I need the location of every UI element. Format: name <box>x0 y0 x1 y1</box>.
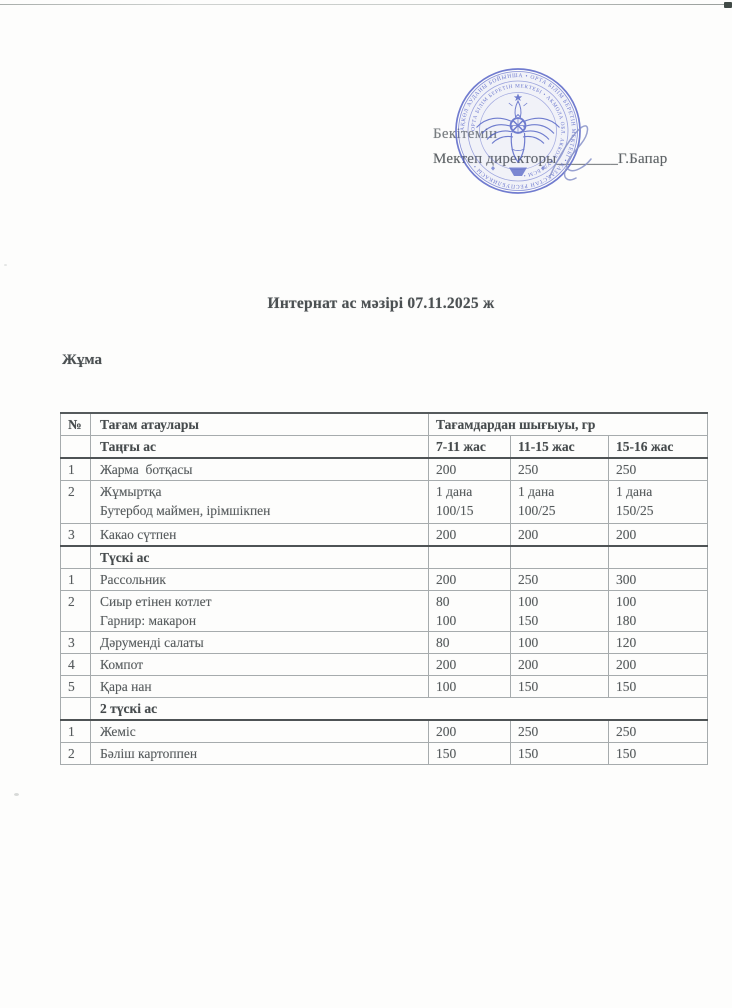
director-name: Г.Бапар <box>618 151 668 167</box>
scan-artifact-top-line <box>0 4 732 5</box>
row-number-cell: 1 <box>60 457 91 481</box>
table-row: 4 Компот 200 200 200 <box>60 653 709 676</box>
director-title: Мектеп директоры <box>433 151 557 167</box>
table-row: 1 Жеміс 200 250 250 <box>60 719 709 743</box>
scan-speck <box>4 264 7 266</box>
portion-cell-7-11: 200 <box>428 523 511 547</box>
empty-cell <box>428 545 511 569</box>
portion-cell-11-15: 250 <box>510 457 609 481</box>
section-row-lunch: Түскі ас <box>60 545 709 569</box>
table-row: 3 Дәруменді салаты 80 100 120 <box>60 631 709 654</box>
section-row-second-lunch: 2 түскі ас <box>60 697 709 721</box>
row-number-cell: 2 <box>60 742 91 765</box>
table-header-row: № Тағам атаулары Тағамдардан шығыуы, гр <box>60 412 709 436</box>
dish-name-cell: Компот <box>90 653 429 676</box>
table-row: 1 Рассольник 200 250 300 <box>60 568 709 591</box>
empty-cell <box>510 545 609 569</box>
portion-cell-11-15: 250 <box>510 719 609 743</box>
document-title: Интернат ас мәзірі 07.11.2025 ж <box>267 295 495 312</box>
header-dish-cell: Тағам атаулары <box>90 412 429 436</box>
portion-cell-15-16: 200 <box>607 653 709 676</box>
row-number-cell: 3 <box>60 523 91 547</box>
header-age-7-11: 7-11 жас <box>428 435 511 459</box>
header-age-11-15: 11-15 жас <box>510 435 609 459</box>
portion-cell-11-15: 100 150 <box>510 590 609 632</box>
portion-cell-7-11: 100 <box>428 675 511 698</box>
row-number-cell: 4 <box>60 653 91 676</box>
row-number-cell: 2 <box>60 480 91 524</box>
portion-cell-7-11: 80 100 <box>428 590 511 632</box>
empty-cell <box>607 545 709 569</box>
weekday-label: Жұма <box>62 352 102 368</box>
dish-name-cell: Жұмыртқа Бутербод маймен, ірімшікпен <box>90 480 429 524</box>
section-label-breakfast: Таңғы ас <box>90 435 429 459</box>
table-row: 5 Қара нан 100 150 150 <box>60 675 709 698</box>
portion-cell-7-11: 150 <box>428 742 511 765</box>
kazakhstan-emblem-icon <box>476 93 560 176</box>
header-yield-group-cell: Тағамдардан шығыуы, гр <box>427 412 709 436</box>
dish-name-cell: Рассольник <box>90 568 429 591</box>
dish-name-cell: Дәруменді салаты <box>90 631 429 654</box>
portion-cell-11-15: 100 <box>510 631 609 654</box>
row-number-cell: 2 <box>60 590 91 632</box>
scan-artifact-corner-mark <box>724 2 732 8</box>
official-round-stamp: АҚКӨЛ АУДАНЫ БОЙЫНША • ОРТА БІЛІМ БЕРЕТІ… <box>452 65 584 197</box>
portion-cell-11-15: 250 <box>510 568 609 591</box>
portion-cell-15-16: 120 <box>607 631 709 654</box>
dish-name-cell: Какао сүтпен <box>90 523 429 547</box>
portion-cell-15-16: 250 <box>607 719 709 743</box>
table-row: 2 Бәліш картоппен 150 150 150 <box>60 742 709 765</box>
row-number-cell: 3 <box>60 631 91 654</box>
portion-cell-15-16: 150 <box>607 675 709 698</box>
empty-cell <box>60 545 91 569</box>
table-row: 2 Жұмыртқа Бутербод маймен, ірімшікпен 1… <box>60 480 709 524</box>
header-num-cell: № <box>60 412 91 436</box>
stamp-seal-graphic: АҚКӨЛ АУДАНЫ БОЙЫНША • ОРТА БІЛІМ БЕРЕТІ… <box>455 68 581 194</box>
table-row: 1 Жарма ботқасы 200 250 250 <box>60 457 709 481</box>
approval-label: Бекітемін <box>433 126 498 142</box>
portion-cell-7-11: 200 <box>428 653 511 676</box>
portion-cell-15-16: 100 180 <box>607 590 709 632</box>
table-subheader-row: Таңғы ас 7-11 жас 11-15 жас 15-16 жас <box>60 435 709 459</box>
row-number-cell: 5 <box>60 675 91 698</box>
handwritten-signature <box>538 112 628 192</box>
signature-stroke <box>549 125 592 181</box>
empty-cell <box>60 435 91 459</box>
portion-cell-11-15: 1 дана 100/25 <box>510 480 609 524</box>
portion-cell-7-11: 200 <box>428 568 511 591</box>
dish-name-cell: Сиыр етінен котлет Гарнир: макарон <box>90 590 429 632</box>
dish-name-cell: Бәліш картоппен <box>90 742 429 765</box>
header-age-15-16: 15-16 жас <box>607 435 709 459</box>
meal-section-label: 2 түскі ас <box>89 697 709 721</box>
portion-cell-11-15: 150 <box>510 675 609 698</box>
portion-cell-15-16: 250 <box>607 457 709 481</box>
scan-speck <box>14 793 19 796</box>
portion-cell-7-11: 1 дана 100/15 <box>428 480 511 524</box>
portion-cell-15-16: 150 <box>607 742 709 765</box>
empty-cell <box>60 697 91 721</box>
portion-cell-11-15: 200 <box>510 653 609 676</box>
table-row: 2 Сиыр етінен котлет Гарнир: макарон 80 … <box>60 590 709 632</box>
portion-cell-15-16: 300 <box>607 568 709 591</box>
portion-cell-7-11: 80 <box>428 631 511 654</box>
row-number-cell: 1 <box>60 719 91 743</box>
portion-cell-11-15: 150 <box>510 742 609 765</box>
portion-cell-15-16: 1 дана 150/25 <box>607 480 709 524</box>
meal-section-label: Түскі ас <box>90 545 429 569</box>
dish-name-cell: Қара нан <box>90 675 429 698</box>
menu-table: № Тағам атаулары Тағамдардан шығыуы, гр … <box>60 412 709 765</box>
dish-name-cell: Жарма ботқасы <box>90 457 429 481</box>
portion-cell-7-11: 200 <box>428 457 511 481</box>
portion-cell-11-15: 200 <box>510 523 609 547</box>
portion-cell-15-16: 200 <box>607 523 709 547</box>
dish-name-cell: Жеміс <box>90 719 429 743</box>
portion-cell-7-11: 200 <box>428 719 511 743</box>
table-row: 3 Какао сүтпен 200 200 200 <box>60 523 709 547</box>
row-number-cell: 1 <box>60 568 91 591</box>
